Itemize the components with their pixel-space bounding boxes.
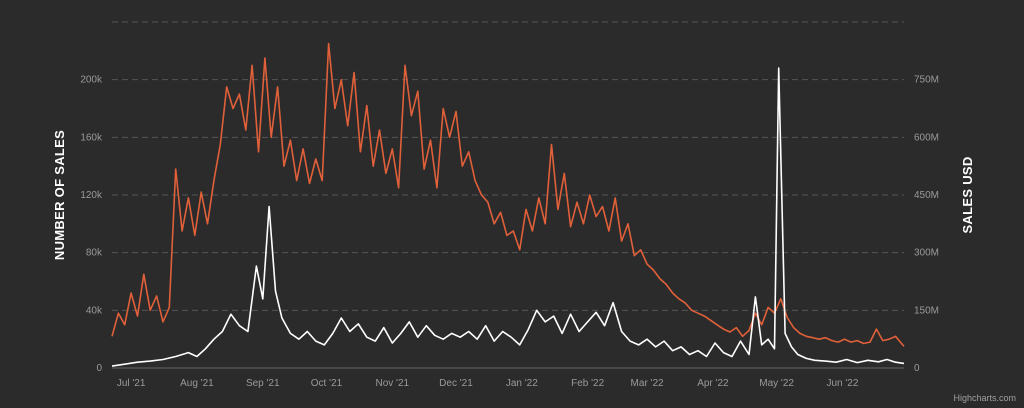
right-y-tick-label: 450M <box>914 190 939 201</box>
right-y-tick-label: 0 <box>914 363 920 374</box>
right-y-axis-title: SALES USD <box>960 156 975 233</box>
left-y-tick-label: 120k <box>80 190 103 201</box>
x-tick-label: Jan '22 <box>506 378 538 389</box>
x-tick-label: Jul '21 <box>117 378 146 389</box>
x-tick-label: Jun '22 <box>826 378 858 389</box>
x-tick-label: Mar '22 <box>631 378 664 389</box>
x-tick-label: Apr '22 <box>697 378 729 389</box>
x-tick-label: Aug '21 <box>180 378 214 389</box>
x-tick-label: Nov '21 <box>375 378 409 389</box>
grid-lines <box>112 21 904 369</box>
right-y-tick-label: 300M <box>914 248 939 259</box>
right-y-axis-ticks: 0 150M 300M 450M 600M 750M <box>914 75 939 374</box>
x-axis-ticks: Jul '21 Aug '21 Sep '21 Oct '21 Nov '21 Dec '… <box>117 378 859 389</box>
left-y-tick-label: 80k <box>86 248 103 259</box>
series-layer <box>111 42 905 367</box>
left-y-tick-label: 160k <box>80 132 103 143</box>
x-tick-label: May '22 <box>759 378 794 389</box>
right-y-tick-label: 750M <box>914 75 939 86</box>
sales_count-series-line[interactable] <box>111 42 905 347</box>
left-y-tick-label: 40k <box>86 305 103 316</box>
right-y-tick-label: 600M <box>914 132 939 143</box>
chart-credits[interactable]: Highcharts.com <box>953 393 1016 403</box>
sales_usd-series-line[interactable] <box>111 67 905 367</box>
left-y-axis-ticks: 0 40k 80k 120k 160k 200k <box>80 75 103 374</box>
x-tick-label: Dec '21 <box>439 378 473 389</box>
x-tick-label: Oct '21 <box>311 378 343 389</box>
left-y-axis-title: NUMBER OF SALES <box>52 130 67 260</box>
x-tick-label: Feb '22 <box>571 378 604 389</box>
x-tick-label: Sep '21 <box>246 378 280 389</box>
left-y-tick-label: 200k <box>80 75 103 86</box>
right-y-tick-label: 150M <box>914 305 939 316</box>
left-y-tick-label: 0 <box>96 363 102 374</box>
